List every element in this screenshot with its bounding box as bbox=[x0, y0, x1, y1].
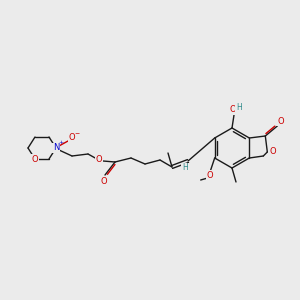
Text: −: − bbox=[74, 130, 80, 136]
Text: O: O bbox=[69, 134, 75, 142]
Text: O: O bbox=[230, 106, 236, 115]
Text: +: + bbox=[58, 140, 64, 146]
Text: O: O bbox=[277, 116, 284, 125]
Text: O: O bbox=[269, 148, 276, 157]
Text: O: O bbox=[32, 154, 38, 164]
Text: O: O bbox=[96, 155, 102, 164]
Text: H: H bbox=[236, 103, 242, 112]
Text: H: H bbox=[182, 164, 188, 172]
Text: O: O bbox=[101, 176, 107, 185]
Text: O: O bbox=[206, 170, 213, 179]
Text: N: N bbox=[53, 143, 59, 152]
